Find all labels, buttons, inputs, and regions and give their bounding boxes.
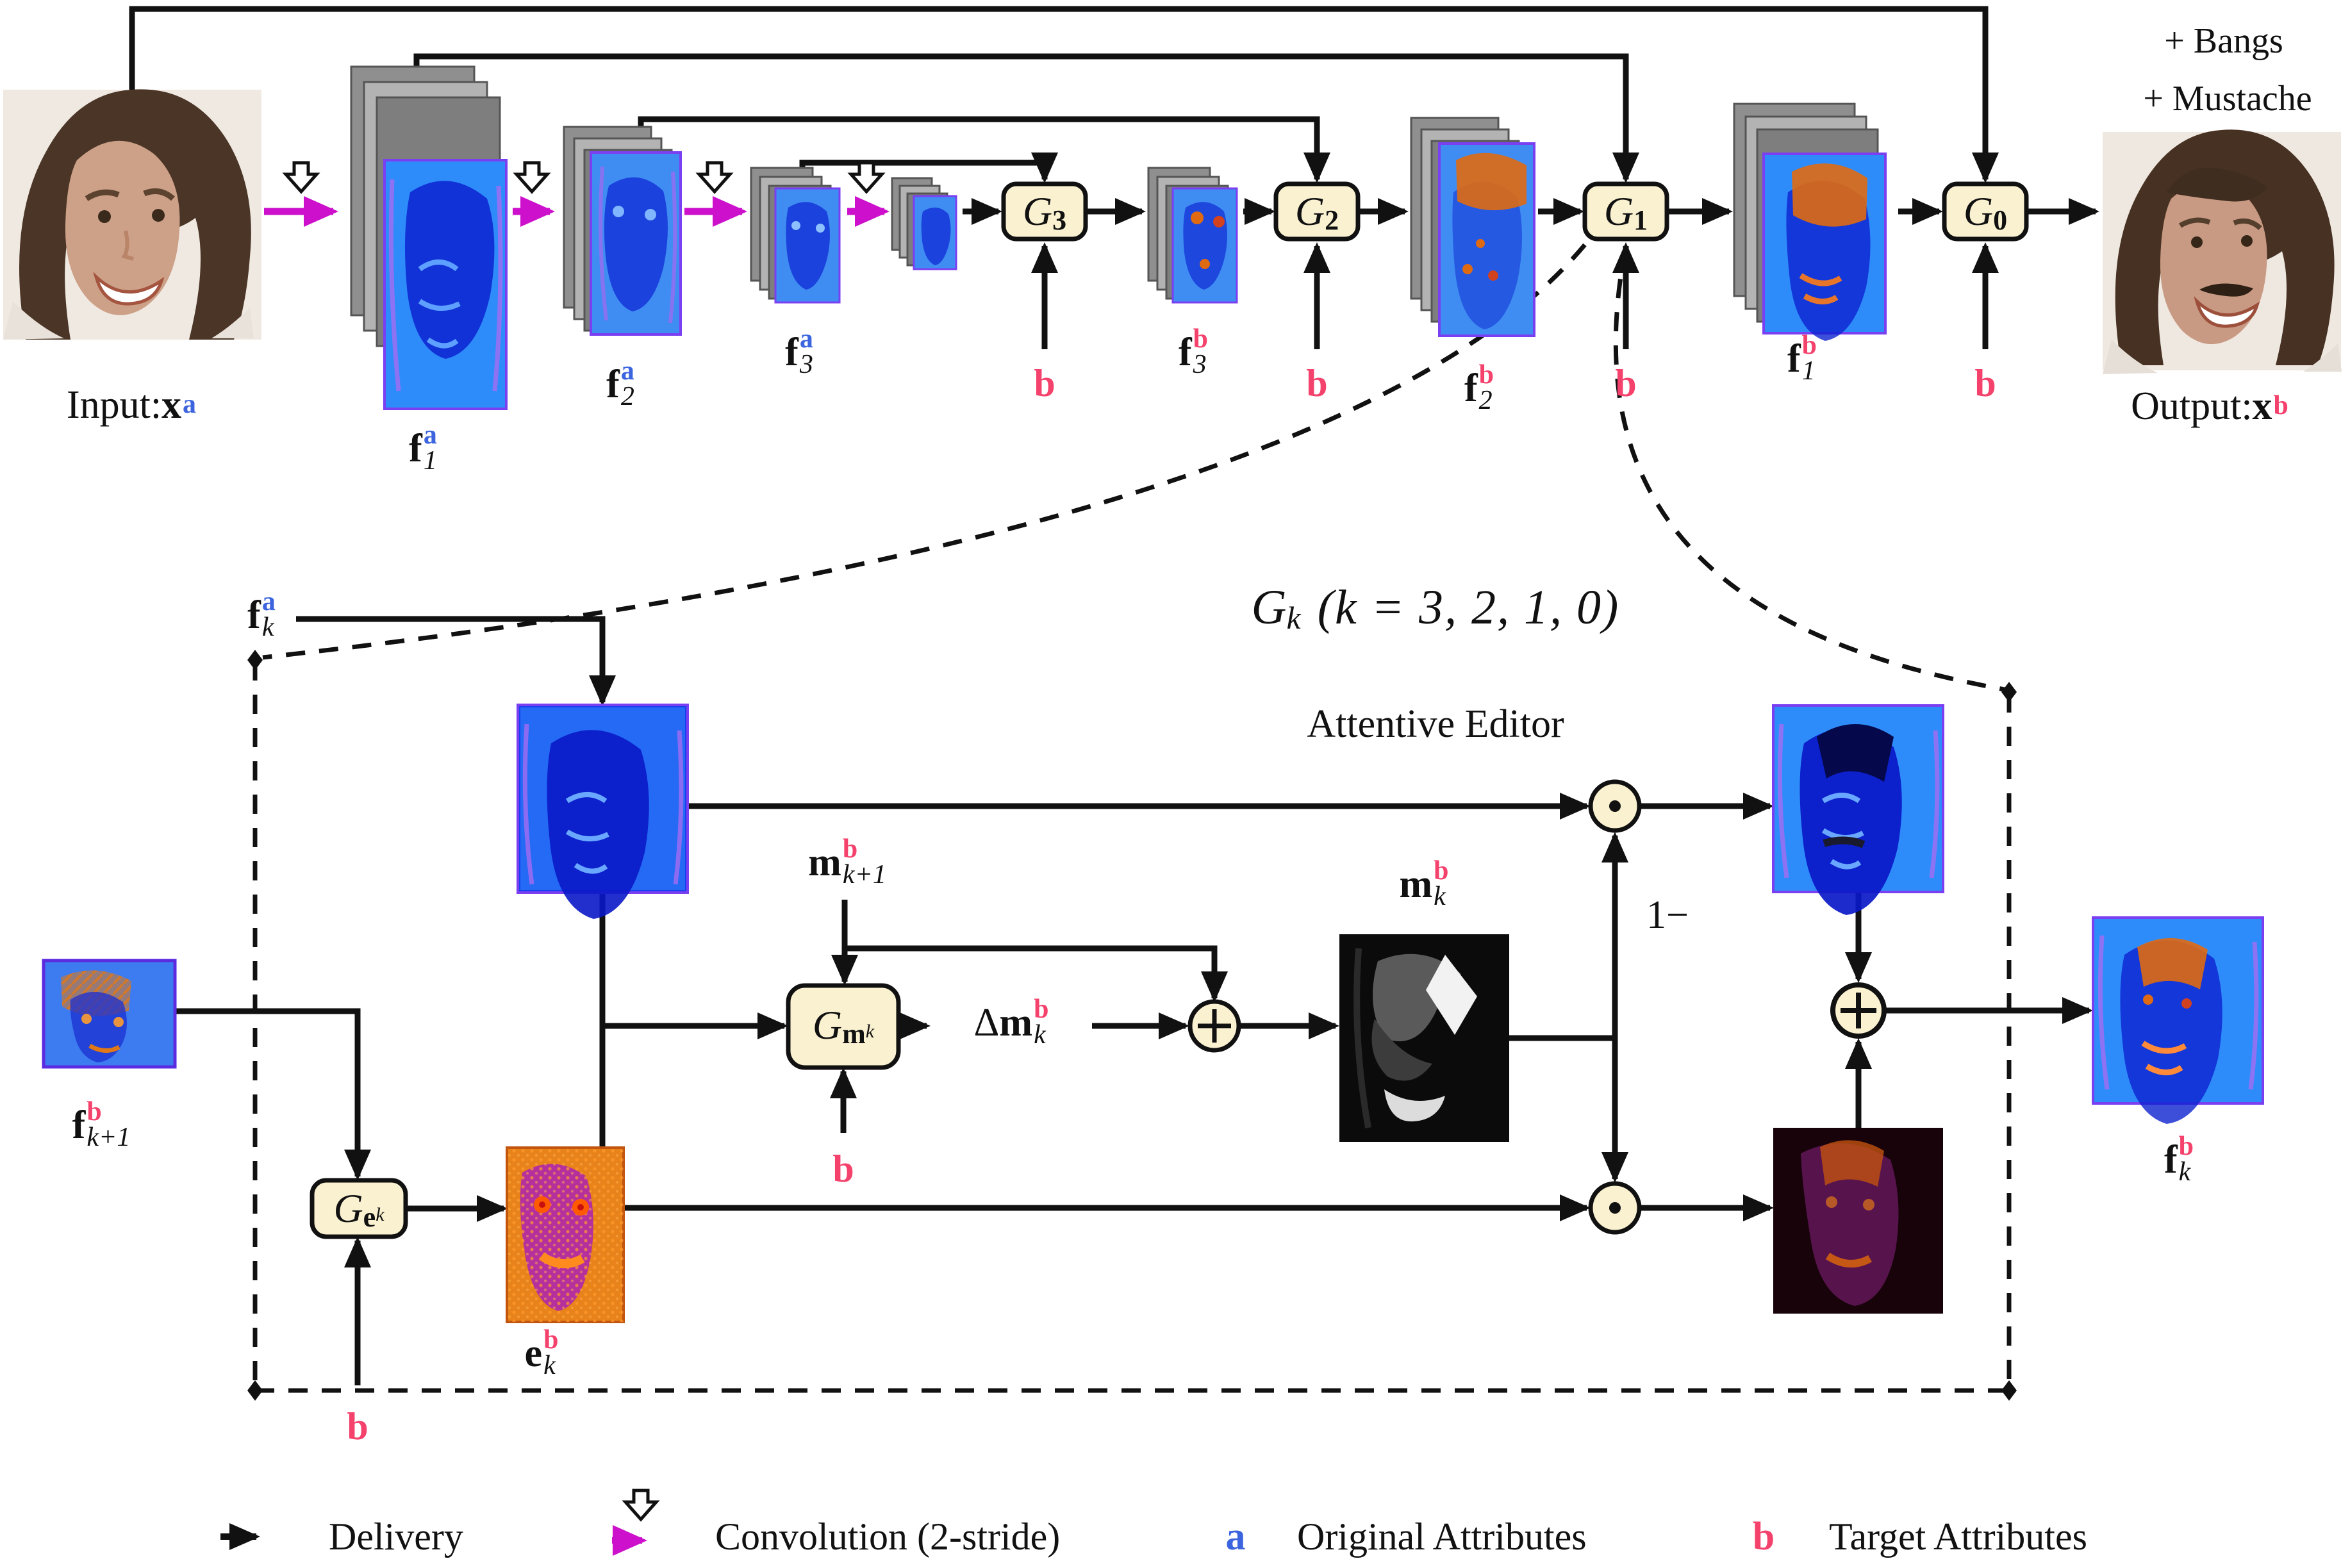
- operators: [1187, 779, 1887, 1235]
- legend-original-attributes-label: Original Attributes: [1297, 1515, 1587, 1558]
- feature-stack-f3a: [750, 167, 841, 304]
- feature-stack-bottleneck: [891, 177, 957, 270]
- skip-connections: [129, 6, 1999, 183]
- wire-fka-into-image: [296, 616, 616, 706]
- feature-stack-f1a: [350, 65, 508, 410]
- dashed-expansion-box: [252, 243, 2012, 1393]
- feature-map-blue: [774, 187, 841, 304]
- b-input-gek: b: [347, 1405, 368, 1448]
- b-input-g2: b: [1306, 362, 1328, 404]
- feature-map-blue: [913, 195, 957, 270]
- conv-stride-icon-4: [851, 163, 882, 192]
- wire-fk1b-to-gek: [175, 1008, 371, 1180]
- wire-mask-up-to-dot: [1509, 832, 1628, 1041]
- conv-stride-icon-1: [286, 163, 317, 192]
- skip-f3a-to-g3: [799, 153, 1058, 183]
- b-input-g0: b: [1974, 362, 1996, 404]
- output-face-photo: [2103, 129, 2342, 374]
- wire-mk1-branch-to-plus: [845, 945, 1228, 1002]
- feature-stack-f2a: [563, 126, 682, 336]
- editor-subtitle: Attentive Editor: [1307, 702, 1564, 746]
- legend-target-attributes-label: Target Attributes: [1829, 1515, 2087, 1558]
- legend-convolution-label: Convolution (2-stride): [715, 1515, 1061, 1558]
- g0-box: [1942, 181, 2029, 242]
- b-input-g3: b: [1034, 362, 1055, 404]
- b-input-g1: b: [1615, 362, 1637, 404]
- legend-delivery-label: Delivery: [329, 1515, 463, 1558]
- feature-image-ekb: [506, 1146, 625, 1323]
- legend-icons: [220, 1523, 647, 1556]
- skip-input-to-g0: [129, 6, 1999, 183]
- conv-stride-icon-3: [699, 163, 730, 192]
- legend-b-symbol: b: [1752, 1515, 1775, 1558]
- dashed-corner-diamonds: [247, 650, 2017, 1401]
- feature-image-masked-ekb: [1773, 1128, 1943, 1314]
- one-minus-label: 1−: [1646, 893, 1689, 937]
- convolution-stride-icon: [625, 1490, 656, 1519]
- feature-stack-f3b: [1147, 167, 1238, 304]
- fk1b-label: f b k+1: [72, 1097, 131, 1152]
- input-face-photo: [3, 89, 261, 340]
- g2-box: [1273, 181, 1361, 242]
- feature-image-fk1b: [42, 959, 177, 1069]
- dashed-diagonal-left: [262, 243, 1587, 660]
- g3-box: [1001, 181, 1088, 242]
- feature-image-masked-fka: [1772, 704, 1944, 915]
- feature-map-blue-orange: [1438, 142, 1535, 337]
- added-attribute-mustache: + Mustache: [2143, 79, 2312, 119]
- mk1b-label: m b k+1: [808, 834, 886, 889]
- attention-mask-image: [1339, 934, 1509, 1142]
- skip-f1a-to-g1: [413, 53, 1639, 183]
- legend-a-symbol: a: [1225, 1515, 1246, 1558]
- gek-box: [310, 1178, 408, 1239]
- feature-map-blue: [383, 159, 508, 410]
- editor-wiring: [175, 616, 2093, 1385]
- b-input-gmk: b: [832, 1148, 854, 1190]
- feature-map-blue-orange: [1171, 187, 1238, 304]
- feature-map-blue-orange: [1762, 153, 1887, 341]
- gmk-box: [786, 983, 901, 1070]
- flow-arrows-top: [963, 198, 2099, 349]
- feature-image-fka: [517, 704, 689, 919]
- feature-map-blue: [590, 151, 682, 336]
- conv-stride-icon-2: [517, 163, 547, 192]
- feature-image-fkb: [2092, 916, 2264, 1124]
- feature-stack-f1b: [1733, 103, 1887, 341]
- generator-boxes: [310, 181, 2029, 1239]
- skip-f2a-to-g2: [638, 116, 1330, 183]
- dashed-diagonal-right: [1613, 245, 2005, 692]
- feature-stack-f2b: [1410, 117, 1535, 337]
- added-attribute-bangs: + Bangs: [2164, 21, 2283, 61]
- g1-box: [1582, 181, 1669, 242]
